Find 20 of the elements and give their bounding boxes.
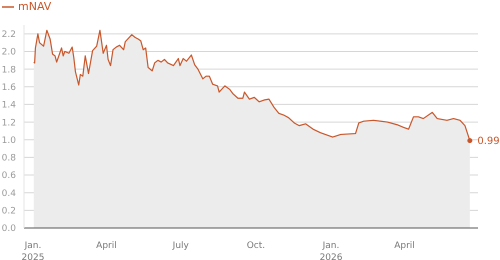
annotation: 0.99 [477,136,500,148]
x-tick-label: July [172,241,190,251]
y-tick-label: 1.8 [2,65,16,76]
y-tick-label: 1.4 [2,100,16,111]
y-tick-label: 0.0 [2,224,16,234]
x-tick-label: Jan. 2025 [22,241,44,260]
y-tick-label: 0.2 [2,206,16,217]
y-tick-label: 1.6 [2,82,16,93]
legend-label: mNAV [18,0,52,13]
x-tick-label: April [394,241,415,251]
y-tick-label: 0.4 [2,188,16,199]
y-tick-label: 2.0 [2,48,16,58]
y-tick-label: 1.2 [2,118,16,128]
y-tick-label: 0.6 [2,171,16,182]
x-tick-label: April [96,241,117,251]
x-tick-label: Oct. [246,241,266,251]
y-tick-label: 2.2 [2,30,16,40]
y-tick-label: 1.0 [2,136,16,146]
y-tick-label: 0.8 [2,154,16,164]
x-tick-label: Jan. 2026 [320,241,343,260]
